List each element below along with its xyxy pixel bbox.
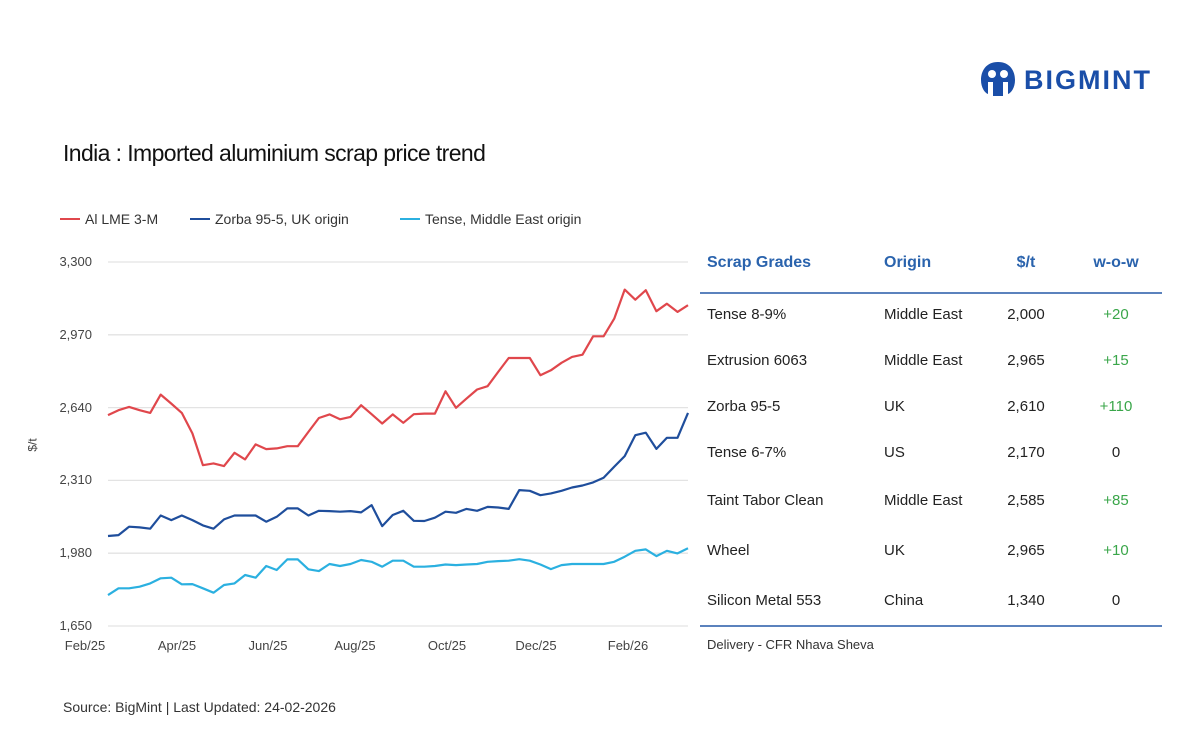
table-bottom-divider <box>700 625 1162 627</box>
table-cell-wow: +85 <box>1103 492 1129 509</box>
table-cell-grade: Taint Tabor Clean <box>707 492 824 509</box>
x-tick-label: Oct/25 <box>427 638 467 653</box>
y-tick-label: 1,980 <box>59 545 92 561</box>
table-cell-wow: +15 <box>1103 352 1129 369</box>
table-cell-wow: +20 <box>1103 306 1129 323</box>
bigmint-logo: BIGMINT <box>980 60 1152 100</box>
table-cell-grade: Tense 6-7% <box>707 444 787 461</box>
legend-item-zorba: Zorba 95-5, UK origin <box>190 211 349 227</box>
table-cell-price: 2,170 <box>1007 444 1045 461</box>
table-header-divider <box>700 292 1162 294</box>
x-tick-label: Aug/25 <box>334 638 376 653</box>
bigmint-logo-icon <box>981 62 1015 96</box>
table-cell-grade: Tense 8-9% <box>707 306 787 323</box>
y-tick-label: 2,310 <box>59 472 92 488</box>
table-cell-grade: Silicon Metal 553 <box>707 592 822 609</box>
y-tick-label: 2,970 <box>59 326 92 342</box>
table-cell-grade: Wheel <box>707 542 750 559</box>
table-cell-origin: US <box>884 444 905 461</box>
y-tick-label: 2,640 <box>59 399 92 415</box>
header-origin: Origin <box>884 254 932 271</box>
table-cell-price: 1,340 <box>1007 592 1045 609</box>
series-line-zorba-95-5-uk-origin <box>107 412 690 538</box>
table-cell-price: 2,965 <box>1007 352 1045 369</box>
header-price: $/t <box>1016 254 1036 271</box>
x-tick-label: Dec/25 <box>515 638 557 653</box>
table-cell-grade: Extrusion 6063 <box>707 352 808 369</box>
x-tick-label: Feb/25 <box>64 638 106 653</box>
table-cell-wow: +10 <box>1103 542 1129 559</box>
table-cell-wow: +110 <box>1099 398 1133 415</box>
table-cell-wow: 0 <box>1111 592 1121 609</box>
table-cell-origin: Middle East <box>884 306 963 323</box>
y-tick-label: 1,650 <box>59 618 92 633</box>
table-cell-grade: Zorba 95-5 <box>707 398 781 415</box>
series-line-tense-middle-east-origin <box>107 547 689 597</box>
source-note: Source: BigMint | Last Updated: 24-02-20… <box>63 699 336 715</box>
y-tick-label: 3,300 <box>59 254 92 269</box>
table-cell-price: 2,965 <box>1007 542 1045 559</box>
legend-label: Zorba 95-5, UK origin <box>215 211 349 227</box>
header-wow: w-o-w <box>1093 254 1139 271</box>
table-cell-price: 2,000 <box>1007 306 1045 323</box>
chart-title: India : Imported aluminium scrap price t… <box>63 140 486 166</box>
legend-label: Tense, Middle East origin <box>425 211 582 227</box>
x-tick-label: Apr/25 <box>157 638 197 653</box>
header-scrap-grades: Scrap Grades <box>707 254 812 271</box>
table-footnote: Delivery - CFR Nhava Sheva <box>707 637 874 652</box>
series-line-al-lme-3-m <box>107 288 689 468</box>
table-cell-origin: Middle East <box>884 352 963 369</box>
x-tick-label: Feb/26 <box>607 638 649 653</box>
legend-item-al-lme: Al LME 3-M <box>60 211 158 227</box>
table-cell-origin: UK <box>884 542 905 559</box>
table-cell-origin: Middle East <box>884 492 963 509</box>
table-cell-origin: China <box>884 592 924 609</box>
table-cell-origin: UK <box>884 398 905 415</box>
table-cell-price: 2,585 <box>1007 492 1045 509</box>
table-cell-price: 2,610 <box>1007 398 1045 415</box>
x-tick-label: Jun/25 <box>248 638 288 653</box>
table-cell-wow: 0 <box>1111 444 1121 461</box>
legend-label: Al LME 3-M <box>85 211 159 227</box>
logo-text: BIGMINT <box>1024 64 1152 95</box>
legend-item-tense: Tense, Middle East origin <box>400 211 581 227</box>
